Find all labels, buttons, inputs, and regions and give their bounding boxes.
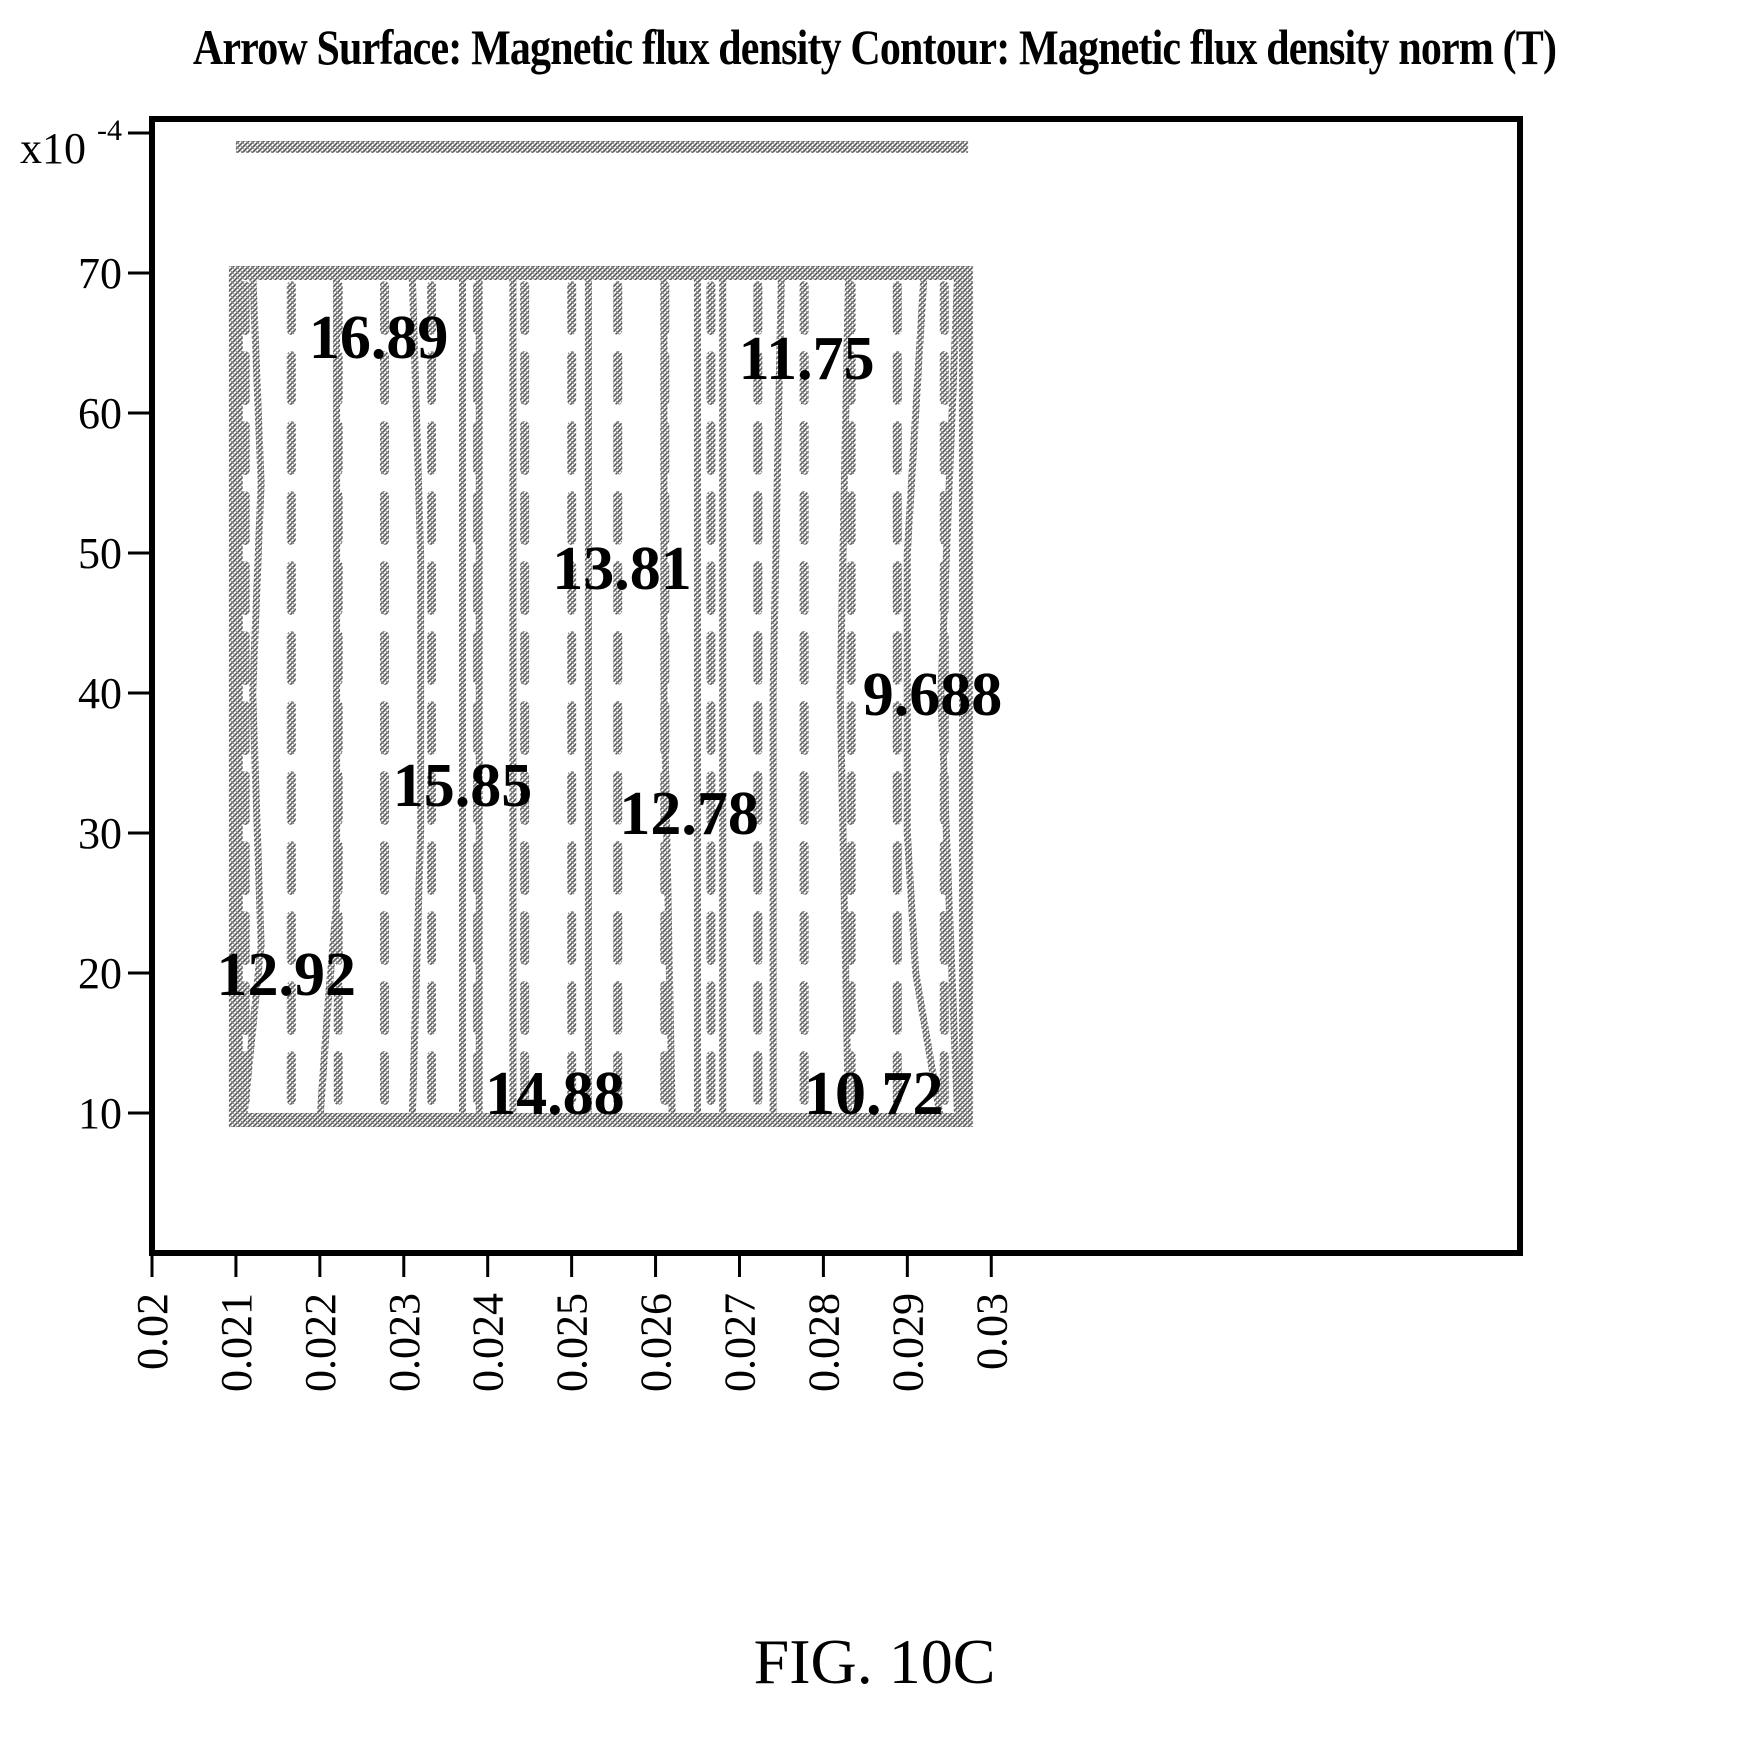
contour-line-11 xyxy=(769,272,785,1120)
region-layer xyxy=(228,141,974,1127)
contour-label-layer: 16.89 11.75 13.81 9.688 15.85 12.78 12.92 14.88… xyxy=(217,304,1003,1128)
x-tick-label: 0.029 xyxy=(883,1293,932,1392)
y-tick-label: 70 xyxy=(78,249,122,298)
y-axis-multiplier-exponent: -4 xyxy=(97,114,122,147)
x-tick-label: 0.022 xyxy=(296,1293,345,1392)
y-tick-label: 50 xyxy=(78,529,122,578)
plot-frame xyxy=(149,116,1523,1256)
x-tick-label: 0.021 xyxy=(212,1293,261,1392)
figure-caption: FIG. 10C xyxy=(753,1626,996,1697)
y-tick-label: 20 xyxy=(78,949,122,998)
x-tick-label: 0.027 xyxy=(715,1293,764,1392)
y-axis-multiplier: x10 xyxy=(20,124,86,173)
contour-line-14 xyxy=(937,272,962,1121)
x-tick-label: 0.024 xyxy=(464,1293,513,1392)
contour-value-label: 12.78 xyxy=(619,780,759,848)
x-tick-label: 0.026 xyxy=(632,1293,681,1392)
contour-line-8 xyxy=(660,273,676,1121)
x-tick-label: 0.02 xyxy=(128,1293,177,1370)
x-tick-label: 0.03 xyxy=(967,1293,1016,1370)
y-tick-label: 30 xyxy=(78,809,122,858)
inner-region-boundary xyxy=(228,266,974,1127)
contour-line-13 xyxy=(903,272,945,1121)
contour-line-1 xyxy=(240,272,265,1114)
contour-line-2 xyxy=(316,273,341,1121)
y-tick-label: 60 xyxy=(78,389,122,438)
contour-value-label: 16.89 xyxy=(309,304,449,372)
contour-value-label: 10.72 xyxy=(804,1060,944,1128)
y-tick-label: 10 xyxy=(78,1089,122,1138)
x-tick-label: 0.028 xyxy=(799,1293,848,1392)
contour-line-3 xyxy=(408,272,425,1121)
contour-value-label: 14.88 xyxy=(485,1060,625,1128)
chart-title: Arrow Surface: Magnetic flux density Con… xyxy=(192,19,1557,75)
contour-value-label: 11.75 xyxy=(739,325,875,393)
contour-value-label: 12.92 xyxy=(217,941,357,1009)
axes-frame-layer xyxy=(149,116,1523,1256)
contour-value-label: 15.85 xyxy=(393,752,533,820)
x-axis: 0.02 0.021 0.022 0.023 0.024 0.025 0.026 0.027 0… xyxy=(128,1253,1016,1392)
x-tick-label: 0.025 xyxy=(548,1293,597,1392)
y-axis: 10 20 30 40 50 60 70 xyxy=(78,131,152,1138)
contour-value-label: 9.688 xyxy=(863,661,1003,729)
y-tick-label: 40 xyxy=(78,669,122,718)
contour-line-layer xyxy=(240,272,962,1121)
contour-value-label: 13.81 xyxy=(552,535,692,603)
contour-line-12 xyxy=(836,272,853,1121)
x-tick-label: 0.023 xyxy=(380,1293,429,1392)
arrow-field-layer xyxy=(240,281,949,1105)
